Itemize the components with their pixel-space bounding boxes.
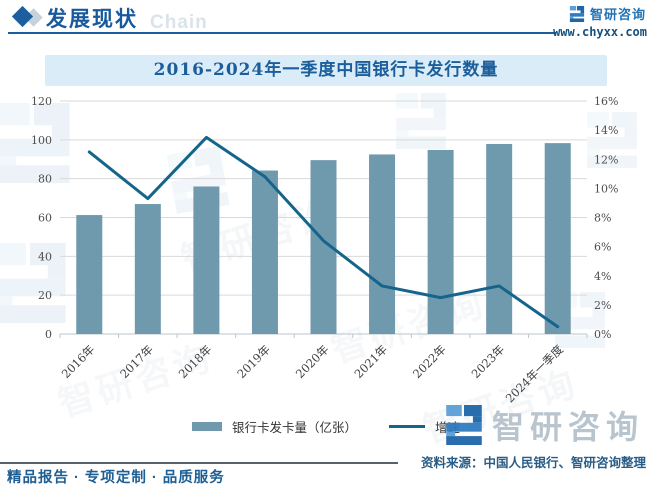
bar-2018年	[193, 186, 220, 334]
left-axis-tick: 120	[31, 95, 52, 108]
footer-divider	[0, 462, 398, 464]
data-source: 资料来源：中国人民银行、智研咨询整理	[420, 456, 646, 470]
chart-title: 2016-2024年一季度中国银行卡发行数量	[45, 55, 607, 86]
header-watermark-text: Chain	[150, 12, 208, 33]
right-axis-tick: 12%	[594, 153, 618, 166]
x-axis-label: 2017年	[117, 342, 156, 381]
right-axis-tick: 10%	[594, 182, 618, 195]
bar-2022年	[427, 149, 454, 334]
bar-2016年	[76, 215, 103, 334]
x-axis-label: 2018年	[176, 342, 215, 381]
footer-brand-text: 智研咨询	[491, 409, 644, 445]
left-axis-tick: 80	[38, 173, 52, 186]
x-axis-label: 2019年	[234, 342, 273, 381]
right-axis-tick: 16%	[594, 95, 618, 108]
left-axis-tick: 60	[38, 212, 52, 225]
right-axis-tick: 0%	[594, 328, 611, 341]
brand-logo[interactable]: 智研咨询	[569, 4, 646, 23]
x-axis-label: 2024年一季度	[503, 342, 566, 405]
legend-bar-label: 银行卡发卡量（亿张）	[231, 420, 357, 435]
right-axis-tick: 2%	[594, 299, 611, 312]
x-axis-label: 2020年	[293, 342, 332, 381]
footer-brand-watermark: 智研咨询	[444, 402, 644, 448]
footer-tagline: 精品报告 · 专项定制 · 品质服务	[7, 470, 225, 486]
x-axis-label: 2022年	[410, 342, 449, 381]
brand-name: 智研咨询	[589, 7, 646, 22]
section-title: 发展现状	[46, 8, 138, 31]
bar-line-chart: 0 20 40 60 80 100 120 0% 2% 4% 6% 8% 10% 12% 14% 16% 201…	[31, 95, 618, 405]
brand-logo-icon	[569, 6, 585, 22]
bar-2019年	[251, 170, 278, 334]
left-axis-tick: 100	[31, 134, 52, 147]
header-divider	[8, 32, 556, 34]
left-axis-tick: 40	[38, 250, 52, 263]
right-axis-tick: 8%	[594, 212, 611, 225]
bar-2021年	[369, 154, 396, 334]
bar-2017年	[134, 204, 161, 334]
bar-2024年一季度	[544, 143, 571, 334]
right-axis-tick: 4%	[594, 270, 611, 283]
right-axis-tick: 6%	[594, 241, 611, 254]
legend-line-swatch	[389, 425, 425, 428]
x-axis-label: 2016年	[59, 342, 98, 381]
legend-bar-swatch	[191, 422, 222, 431]
x-axis-label: 2023年	[469, 342, 508, 381]
bar-2023年	[486, 143, 513, 334]
left-axis-tick: 0	[45, 328, 52, 341]
left-axis-tick: 20	[38, 289, 52, 302]
growth-line	[87, 135, 560, 329]
x-axis-label: 2021年	[351, 342, 390, 381]
brand-logo-icon	[444, 405, 484, 445]
website-link[interactable]: www.chyxx.com	[553, 25, 647, 39]
right-axis-tick: 14%	[594, 124, 618, 137]
